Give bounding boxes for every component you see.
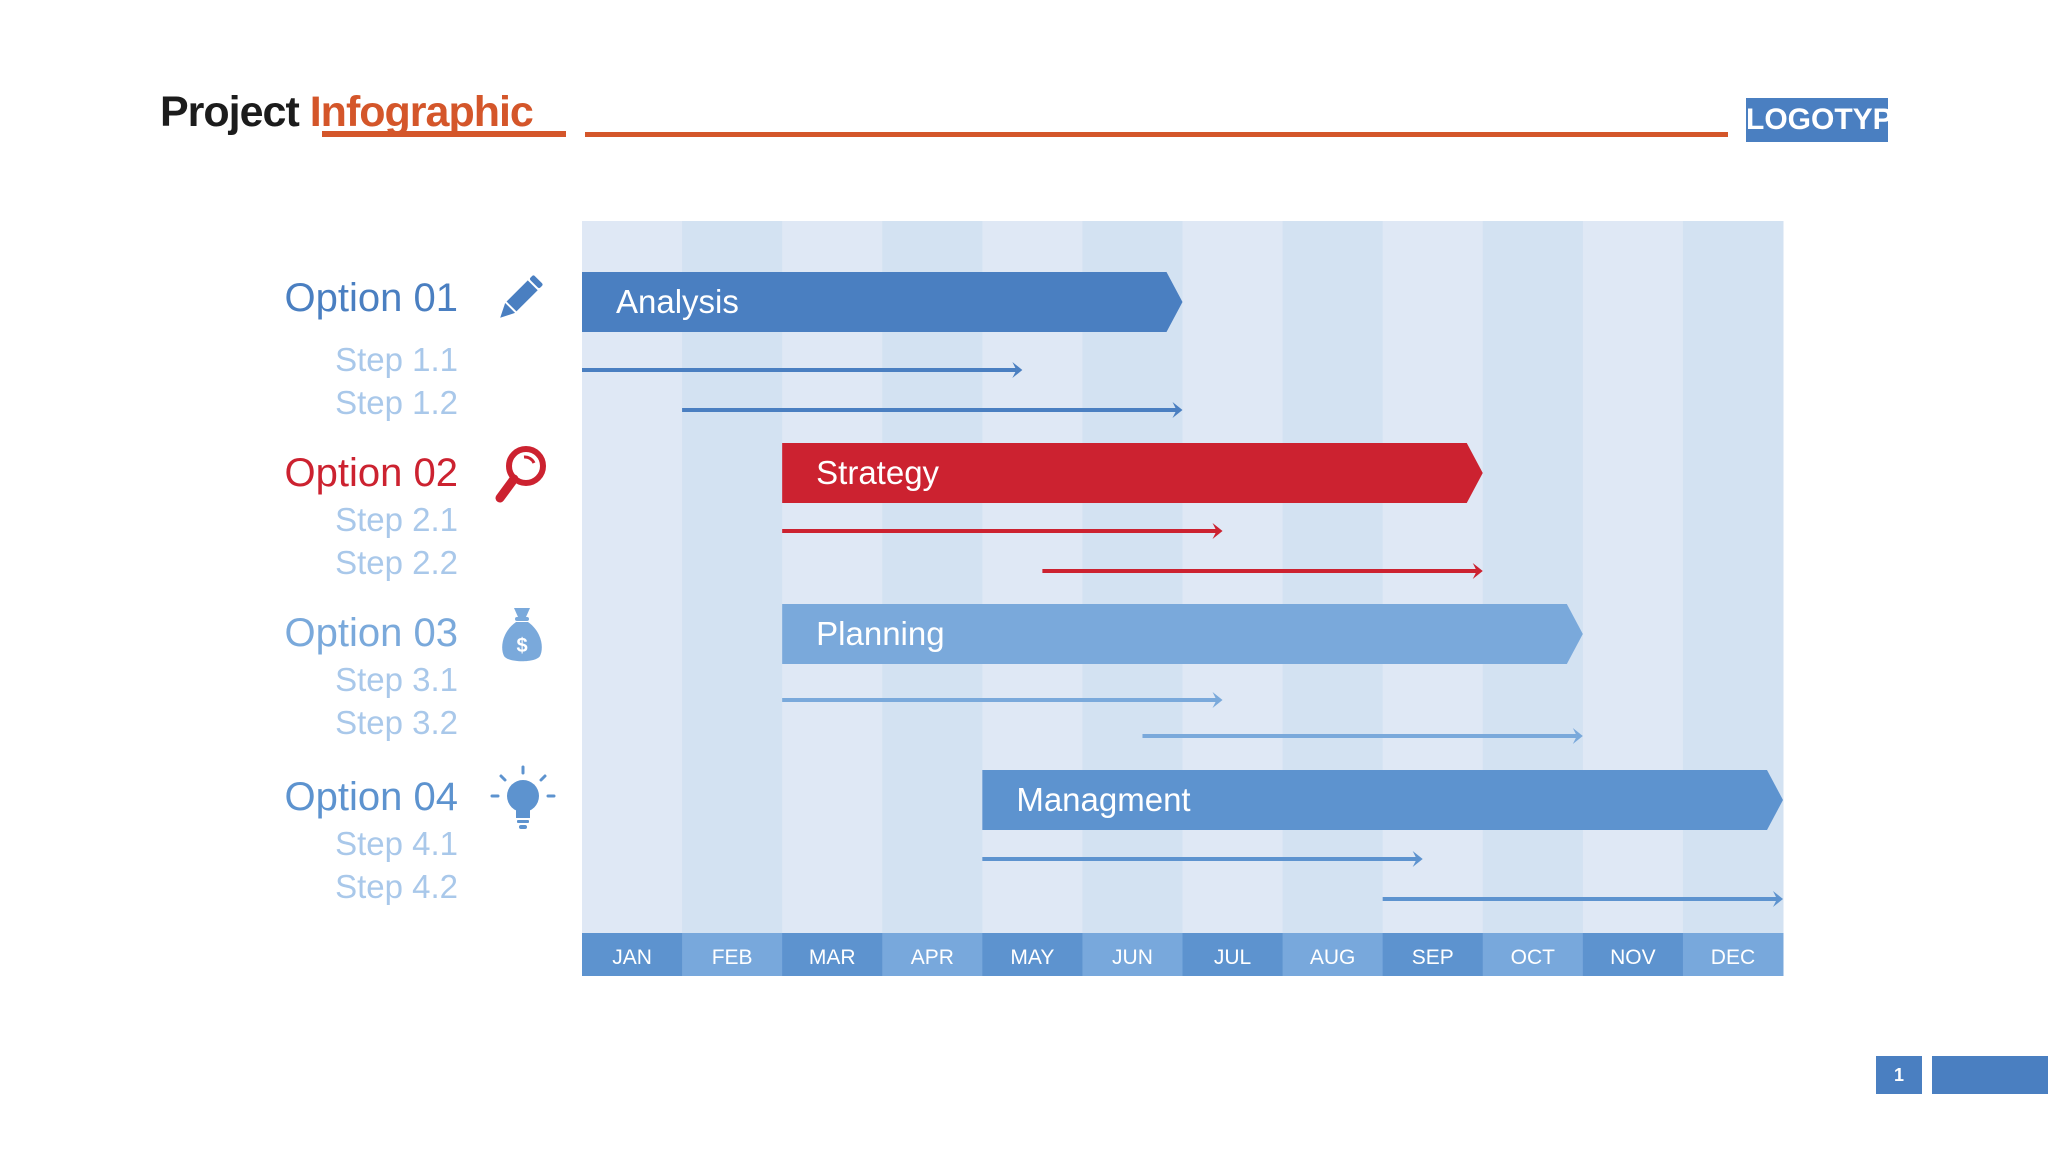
grid-column-jan <box>582 221 683 933</box>
grid-column-apr <box>882 221 983 933</box>
month-label-oct: OCT <box>1511 946 1556 969</box>
step-2-2-label: Step 2.2 <box>335 544 458 581</box>
step-arrowhead-step-1-1 <box>1012 362 1023 378</box>
step-arrowhead-step-4-2 <box>1773 891 1783 907</box>
lightbulb-icon <box>490 765 556 829</box>
task-label-managment: Managment <box>1016 781 1190 818</box>
task-bar-analysis <box>582 272 1183 332</box>
magnifier-icon <box>495 446 546 503</box>
month-label-jun: JUN <box>1112 946 1153 969</box>
axis-cell-feb <box>682 933 783 976</box>
month-label-mar: MAR <box>809 946 856 969</box>
title-part-infographic: Infographic <box>309 88 534 136</box>
task-bar-planning <box>782 604 1583 664</box>
step-arrowhead-step-2-2 <box>1472 563 1483 579</box>
step-4-1-label: Step 4.1 <box>335 825 458 862</box>
task-bar-managment <box>982 770 1783 830</box>
option-01-label: Option 01 <box>284 276 458 320</box>
pencil-icon <box>500 275 543 318</box>
axis-cell-mar <box>782 933 883 976</box>
axis-cell-oct <box>1482 933 1584 976</box>
axis-cell-apr <box>882 933 983 976</box>
option-03-label: Option 03 <box>284 611 458 655</box>
footer-bar <box>1932 1056 2048 1094</box>
page-number: 1 <box>1876 1056 1922 1094</box>
task-label-analysis: Analysis <box>616 283 739 320</box>
axis-cell-sep <box>1382 933 1484 976</box>
axis-cell-nov <box>1582 933 1684 976</box>
month-label-jan: JAN <box>612 946 652 969</box>
step-1-2-label: Step 1.2 <box>335 384 458 421</box>
grid-column-feb <box>682 221 783 933</box>
step-arrowhead-step-3-2 <box>1572 728 1583 744</box>
axis-cell-jun <box>1082 933 1183 976</box>
month-label-feb: FEB <box>712 946 753 969</box>
axis-cell-may <box>982 933 1083 976</box>
task-label-planning: Planning <box>816 615 944 652</box>
step-arrowhead-step-1-2 <box>1172 402 1183 418</box>
step-1-1-label: Step 1.1 <box>335 341 458 378</box>
svg-text:$: $ <box>516 635 527 657</box>
title-part-project: Project <box>160 88 300 136</box>
step-arrowhead-step-3-1 <box>1212 692 1223 708</box>
task-bar-strategy <box>782 443 1483 503</box>
axis-cell-aug <box>1282 933 1384 976</box>
option-04-label: Option 04 <box>284 775 458 819</box>
header-rule <box>585 132 1728 137</box>
month-label-dec: DEC <box>1711 946 1755 969</box>
title-underline <box>322 131 566 137</box>
task-label-strategy: Strategy <box>816 454 939 491</box>
month-label-apr: APR <box>911 946 954 969</box>
month-label-aug: AUG <box>1310 946 1356 969</box>
money-bag-icon: $ <box>502 608 542 662</box>
step-4-2-label: Step 4.2 <box>335 868 458 905</box>
logo: LOGOTYPE <box>1746 98 1913 142</box>
month-label-nov: NOV <box>1610 946 1656 969</box>
step-3-1-label: Step 3.1 <box>335 661 458 698</box>
grid-column-mar <box>782 221 883 933</box>
month-label-jul: JUL <box>1214 946 1251 969</box>
axis-cell-dec <box>1682 933 1784 976</box>
month-label-may: MAY <box>1010 946 1054 969</box>
step-arrowhead-step-2-1 <box>1212 523 1223 539</box>
option-02-label: Option 02 <box>284 451 458 495</box>
axis-cell-jul <box>1182 933 1284 976</box>
step-arrowhead-step-4-1 <box>1412 851 1423 867</box>
axis-cell-jan <box>582 933 683 976</box>
page-title: Project Infographic <box>160 88 534 137</box>
month-label-sep: SEP <box>1412 946 1454 969</box>
step-2-1-label: Step 2.1 <box>335 501 458 538</box>
step-3-2-label: Step 3.2 <box>335 704 458 741</box>
